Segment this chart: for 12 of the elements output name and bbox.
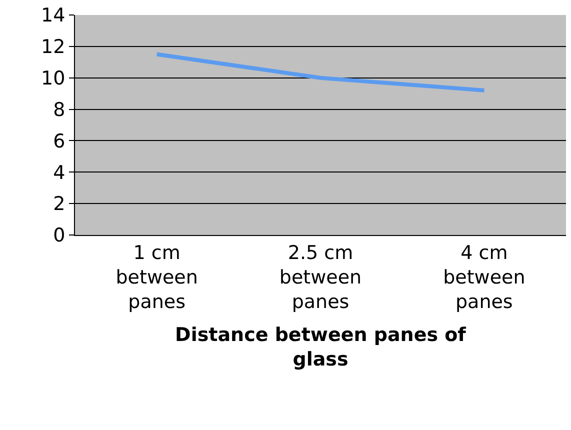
y-tick-label: 4 <box>53 162 66 184</box>
x-tick-label: 2.5 cm between panes <box>279 242 362 314</box>
x-tick-label: 1 cm between panes <box>116 242 198 314</box>
x-tick-label: 4 cm between panes <box>443 242 526 314</box>
y-tick-label: 6 <box>53 130 66 152</box>
y-tick-label: 0 <box>53 224 66 247</box>
y-tick-label: 12 <box>41 36 66 58</box>
y-tick-label: 14 <box>41 4 66 27</box>
y-tick-label: 8 <box>53 98 66 121</box>
x-axis-title: Distance between panes of glass <box>175 324 467 371</box>
y-tick-label: 10 <box>41 68 66 90</box>
y-tick-label: 2 <box>53 193 66 216</box>
